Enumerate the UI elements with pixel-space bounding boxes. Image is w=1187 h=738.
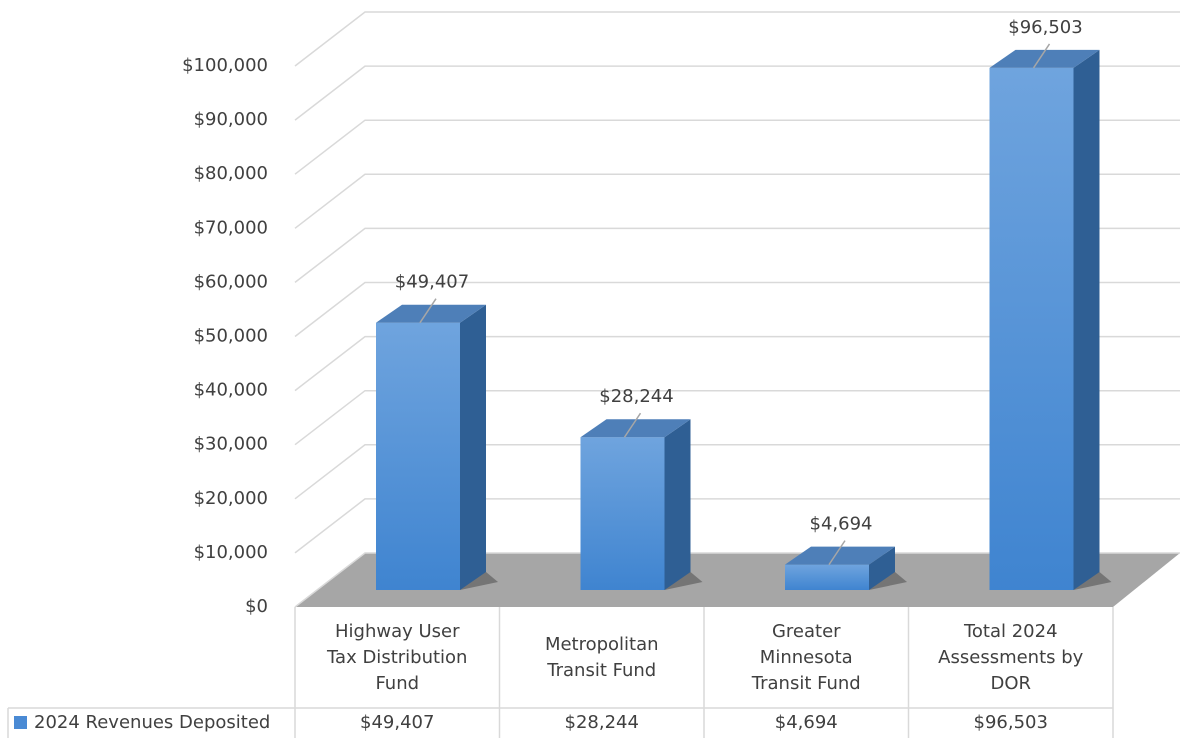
y-tick-label: $30,000: [194, 434, 268, 455]
grid-line: [294, 281, 1180, 338]
y-tick-label: $80,000: [194, 163, 268, 184]
bar-front: [989, 67, 1074, 591]
y-tick-label: $10,000: [194, 542, 268, 563]
bar: [785, 546, 895, 590]
y-tick-label: $70,000: [194, 217, 268, 238]
bar: [376, 304, 486, 590]
bar-top: [989, 49, 1100, 68]
data-label: $28,244: [599, 386, 673, 407]
grid-line: [294, 552, 1180, 608]
bar-top: [785, 546, 895, 565]
bar-front: [580, 437, 665, 590]
x-tick-label: Greater Minnesota Transit Fund: [751, 620, 861, 694]
y-tick-label: $90,000: [194, 109, 268, 130]
floor: [295, 553, 1180, 607]
y-tick-label: $0: [245, 596, 268, 617]
bar: [580, 419, 691, 590]
x-tick-label: Metropolitan Transit Fund: [544, 633, 659, 681]
grid-line: [294, 119, 1180, 175]
legend-swatch: [14, 716, 27, 729]
leader-line: [828, 540, 846, 566]
legend-label: 2024 Revenues Deposited: [34, 712, 270, 733]
grid-line: [294, 11, 1180, 67]
bar-top: [580, 419, 691, 438]
bar-front: [376, 322, 460, 590]
grid-line: [294, 227, 1180, 283]
grid-line: [294, 444, 1180, 500]
x-tick-label: Total 2024 Assessments by DOR: [938, 620, 1084, 694]
bar-side: [869, 546, 895, 590]
table-value: $96,503: [973, 712, 1048, 733]
data-label: $96,503: [1008, 17, 1082, 38]
leader-line: [419, 298, 437, 324]
y-tick-label: $100,000: [182, 55, 268, 76]
leader-line: [1032, 43, 1051, 69]
table-value: $49,407: [360, 712, 435, 733]
bar-side: [460, 304, 486, 590]
grid-line: [294, 498, 1180, 554]
bar-side: [664, 419, 691, 590]
x-tick-label: Highway User Tax Distribution Fund: [327, 620, 468, 694]
bar-side: [1073, 49, 1100, 591]
y-tick-label: $60,000: [194, 271, 268, 292]
bar-front: [785, 564, 869, 590]
y-tick-label: $20,000: [194, 488, 268, 509]
leader-line: [623, 412, 642, 438]
y-tick-label: $40,000: [194, 380, 268, 401]
bar-top: [376, 304, 486, 323]
data-label: $49,407: [395, 272, 469, 293]
bar: [989, 49, 1100, 591]
grid-line: [294, 335, 1180, 392]
grid-line: [294, 65, 1180, 121]
y-tick-label: $50,000: [194, 326, 268, 347]
grid-line: [294, 389, 1180, 446]
grid-line: [294, 173, 1180, 229]
table-value: $28,244: [564, 712, 639, 733]
table-value: $4,694: [774, 712, 838, 733]
data-label: $4,694: [810, 514, 873, 535]
